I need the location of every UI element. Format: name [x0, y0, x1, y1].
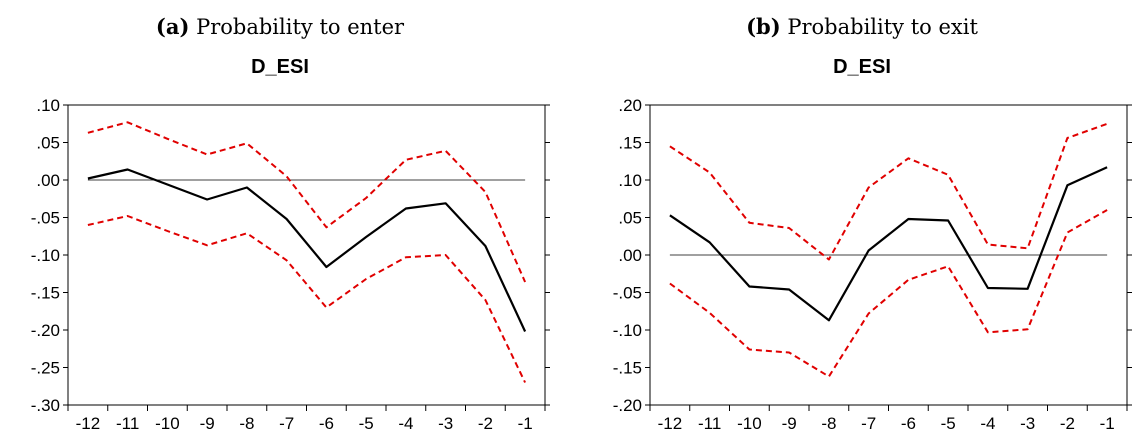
y-tick-label: -.15 [31, 284, 60, 303]
x-tick-label: -6 [319, 414, 334, 433]
y-tick-label: -.30 [31, 396, 60, 415]
x-tick-label: -11 [116, 414, 139, 433]
x-tick-label: -12 [76, 414, 101, 433]
y-tick-label: -.05 [31, 209, 60, 228]
x-tick-label: -12 [658, 414, 683, 433]
y-tick-label: .15 [618, 134, 642, 153]
series-lower-line [87, 215, 527, 383]
x-tick-label: -9 [782, 414, 797, 433]
series-upper-line [669, 122, 1108, 261]
series-estimate-line [669, 166, 1108, 322]
series-upper-line [87, 121, 527, 283]
chart-a: .10.05.00-.05-.10-.15-.20-.25-.30-12 -11-… [31, 96, 550, 433]
x-tick-label: -4 [980, 414, 995, 433]
x-tick-label: -8 [239, 414, 254, 433]
x-tick-label: -7 [279, 414, 294, 433]
x-tick-label: -7 [861, 414, 876, 433]
y-tick-label: .05 [618, 209, 642, 228]
chart-b: .20 .15 .10 .05 .00 -.05 -.10 -.15 -.20 -12 -11 -10… [613, 96, 1132, 433]
y-tick-label: .00 [36, 171, 60, 190]
panel-a: (a) Probability to enter D_ESI .10 .05 .00… [0, 0, 560, 434]
x-tick-label: -10 [155, 414, 180, 433]
y-tick-label: .10 [618, 171, 642, 190]
plot-frame [67, 104, 546, 406]
x-tick-label: -4 [398, 414, 413, 433]
y-tick-label: -.10 [31, 246, 60, 265]
y-tick-label: -.15 [613, 359, 642, 378]
panel-b: (b) Probability to exit D_ESI .20 .15 .10.… [582, 0, 1142, 434]
y-tick-label: -.10 [613, 321, 642, 340]
chart-title-a: D_ESI [251, 56, 309, 78]
x-tick-label: -9 [200, 414, 215, 433]
caption-b-text: Probability to exit [787, 15, 978, 39]
caption-b: (b) Probability to exit [582, 14, 1142, 39]
series-estimate-line [87, 168, 527, 332]
caption-a-label: (a) [155, 14, 190, 39]
y-tick-label: -.20 [613, 396, 642, 415]
y-tick-label: .20 [618, 96, 642, 115]
y-tick-label: .00 [618, 246, 642, 265]
x-tick-label: -5 [941, 414, 956, 433]
caption-a-text: Probability to enter [196, 15, 405, 39]
chart-title-b: D_ESI [833, 56, 891, 78]
y-tick-label: .05 [36, 134, 60, 153]
y-tick-label: -.25 [31, 359, 60, 378]
x-tick-label: -1 [518, 414, 533, 433]
x-tick-label: -10 [737, 414, 762, 433]
series-lower-line [669, 209, 1108, 378]
y-tick-label: -.20 [31, 321, 60, 340]
x-tick-label: -11 [698, 414, 721, 433]
x-tick-label: -3 [438, 414, 453, 433]
x-tick-label: -2 [478, 414, 493, 433]
x-tick-label: -3 [1020, 414, 1035, 433]
x-tick-label: -2 [1060, 414, 1075, 433]
caption-b-label: (b) [746, 14, 781, 39]
x-tick-label: -6 [901, 414, 916, 433]
y-tick-label: -.05 [613, 284, 642, 303]
x-tick-label: -8 [821, 414, 836, 433]
caption-a: (a) Probability to enter [0, 14, 560, 39]
y-tick-label: .10 [36, 96, 60, 115]
x-tick-label: -1 [1100, 414, 1115, 433]
x-tick-label: -5 [359, 414, 374, 433]
